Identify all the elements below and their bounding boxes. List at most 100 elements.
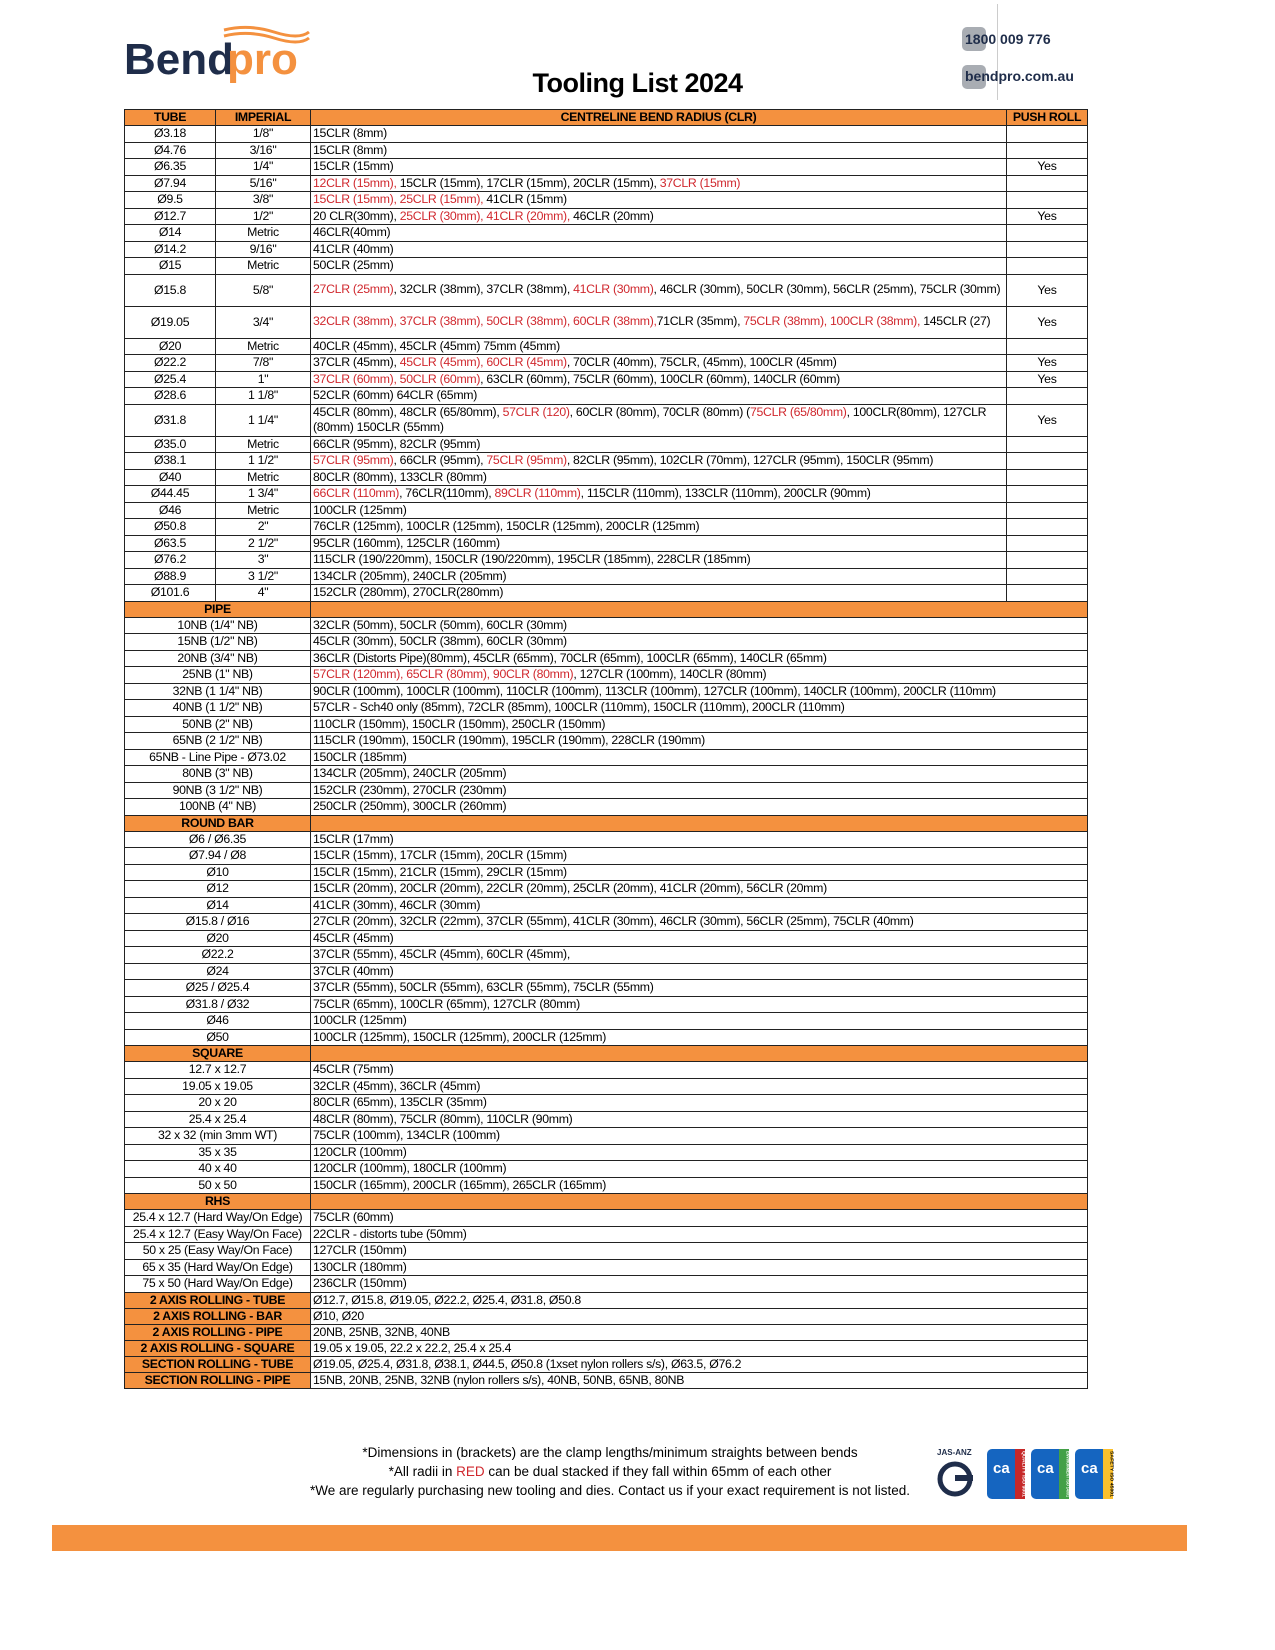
tooling-table: TUBE IMPERIAL CENTRELINE BEND RADIUS (CL… [124, 109, 1088, 1389]
radius-text-dual-stack: 89CLR (110mm) [494, 486, 581, 500]
header-imperial: IMPERIAL [215, 109, 311, 126]
clr-cell: 48CLR (80mm), 75CLR (80mm), 110CLR (90mm… [310, 1110, 1088, 1128]
table-row: 90NB (3 1/2" NB) 152CLR (230mm), 270CLR (… [124, 781, 1088, 799]
section-title: RHS [124, 1193, 311, 1210]
rolling-label: 2 AXIS ROLLING - TUBE [124, 1291, 311, 1309]
clr-cell: 250CLR (250mm), 300CLR (260mm) [310, 798, 1088, 816]
imperial-size: Metric [215, 435, 311, 453]
clr-cell: 45CLR (80mm), 48CLR (65/80mm), 57CLR (12… [310, 403, 1007, 437]
clr-cell: 120CLR (100mm), 180CLR (100mm) [310, 1160, 1088, 1178]
radius-text: 32CLR (50mm), 50CLR (50mm), 60CLR (30mm) [313, 617, 567, 632]
size: Ø50 [124, 1028, 311, 1046]
size: Ø14 [124, 896, 311, 914]
table-row: Ø24 37CLR (40mm) [124, 962, 1088, 980]
size: Ø6 / Ø6.35 [124, 830, 311, 848]
rolling-row: 2 AXIS ROLLING - TUBE Ø12.7, Ø15.8, Ø19.0… [124, 1291, 1088, 1309]
tube-size: Ø35.0 [124, 435, 216, 453]
certification-logos: JAS-ANZ ca QUALITY ISO 9001 ca ENVIRONME… [937, 1448, 1115, 1499]
size: 10NB (1/4" NB) [124, 616, 311, 634]
push-roll [1006, 191, 1088, 209]
clr-cell: 100CLR (125mm) [310, 1012, 1088, 1030]
table-row: Ø22.2 37CLR (55mm), 45CLR (45mm), 60CLR (… [124, 946, 1088, 964]
computer-icon [962, 65, 986, 89]
radius-text: , 100CLR(80mm), 127CLR (80mm) 150CLR (55… [313, 404, 987, 434]
radius-text: 120CLR (100mm) [313, 1144, 407, 1159]
radius-text: 75CLR (65mm), 100CLR (65mm), 127CLR (80m… [313, 996, 580, 1011]
clr-cell: 37CLR (60mm), 50CLR (60mm), 63CLR (60mm)… [310, 370, 1007, 388]
radius-text: 41CLR (40mm) [313, 241, 394, 256]
size: 35 x 35 [124, 1143, 311, 1161]
note-text: *All radii in [388, 1464, 457, 1479]
table-row: Ø12.7 1/2" 20 CLR(30mm), 25CLR (30mm), 41C… [124, 207, 1088, 225]
radius-text: 15CLR (20mm), 20CLR (20mm), 22CLR (20mm)… [313, 881, 827, 895]
table-row: 32 x 32 (min 3mm WT) 75CLR (100mm), 134CL… [124, 1127, 1088, 1145]
radius-text: 71CLR (35mm), [656, 314, 744, 329]
section-fill [310, 1045, 1088, 1062]
table-row: 25.4 x 12.7 (Hard Way/On Edge) 75CLR (60m… [124, 1209, 1088, 1227]
radius-text: 66CLR (95mm), 82CLR (95mm) [313, 436, 481, 451]
table-row: 80NB (3" NB) 134CLR (205mm), 240CLR (205m… [124, 765, 1088, 783]
push-roll [1006, 435, 1088, 453]
size: 15NB (1/2" NB) [124, 633, 311, 651]
rolling-label: SECTION ROLLING - PIPE [124, 1371, 311, 1389]
push-roll [1006, 125, 1088, 143]
environment-badge-label: ENVIRONMENT ISO 14001 [1066, 1451, 1071, 1497]
rolling-label: 2 AXIS ROLLING - SQUARE [124, 1339, 311, 1357]
safety-badge: ca SAFETY ISO 45001 [1075, 1449, 1115, 1499]
size: 100NB (4" NB) [124, 798, 311, 816]
clr-cell: 152CLR (280mm), 270CLR(280mm) [310, 584, 1007, 602]
rolling-label: SECTION ROLLING - TUBE [124, 1355, 311, 1373]
radius-text: 52CLR (60mm) 64CLR (65mm) [313, 388, 478, 402]
quality-badge-label: QUALITY ISO 9001 [1022, 1451, 1027, 1497]
clr-cell: 41CLR (40mm) [310, 240, 1007, 258]
rolling-row: 2 AXIS ROLLING - BAR Ø10, Ø20 [124, 1307, 1088, 1325]
tube-size: Ø40 [124, 468, 216, 486]
radius-text-dual-stack: 12CLR (15mm), [313, 175, 400, 190]
size: Ø24 [124, 962, 311, 980]
rolling-row: 2 AXIS ROLLING - PIPE 20NB, 25NB, 32NB, 4… [124, 1323, 1088, 1341]
push-roll [1006, 551, 1088, 569]
page-title: Tooling List 2024 [532, 68, 743, 98]
table-row: 50NB (2" NB) 110CLR (150mm), 150CLR (150m… [124, 715, 1088, 733]
table-row: Ø10 15CLR (15mm), 21CLR (15mm), 29CLR (15… [124, 863, 1088, 881]
radius-text: 90CLR (100mm), 100CLR (100mm), 110CLR (1… [313, 683, 996, 698]
radius-text: 37CLR (40mm) [313, 963, 394, 978]
radius-text: 76CLR (125mm), 100CLR (125mm), 150CLR (1… [313, 519, 700, 533]
svg-text:pro: pro [227, 35, 298, 84]
clr-cell: 75CLR (100mm), 134CLR (100mm) [310, 1127, 1088, 1145]
radius-text-dual-stack: 75CLR (38mm), 100CLR (38mm), [743, 314, 921, 329]
rolling-row: SECTION ROLLING - PIPE 15NB, 20NB, 25NB, … [124, 1371, 1088, 1389]
table-row: Ø40 Metric 80CLR (80mm), 133CLR (80mm) [124, 468, 1088, 486]
radius-text: 48CLR (80mm), 75CLR (80mm), 110CLR (90mm… [313, 1111, 573, 1126]
website[interactable]: bendpro.com.au [965, 68, 1074, 84]
table-row: 40NB (1 1/2" NB) 57CLR - Sch40 only (85mm… [124, 699, 1088, 717]
radius-text: 15CLR (15mm), 21CLR (15mm), 29CLR (15mm) [313, 864, 567, 879]
table-row: Ø50.8 2" 76CLR (125mm), 100CLR (125mm), 15… [124, 518, 1088, 536]
table-row: 65NB (2 1/2" NB) 115CLR (190mm), 150CLR (… [124, 732, 1088, 750]
radius-text: 27CLR (20mm), 32CLR (22mm), 37CLR (55mm)… [313, 914, 914, 928]
table-row: Ø7.94 5/16" 12CLR (15mm), 15CLR (15mm), 17… [124, 174, 1088, 192]
clr-cell: 115CLR (190mm), 150CLR (190mm), 195CLR (… [310, 732, 1088, 750]
size: 65NB - Line Pipe - Ø73.02 [124, 748, 311, 766]
radius-text: 80CLR (80mm), 133CLR (80mm) [313, 469, 487, 484]
rolling-value: 20NB, 25NB, 32NB, 40NB [310, 1323, 1088, 1341]
radius-text: 45CLR (80mm), 48CLR (65/80mm), [313, 404, 503, 419]
imperial-size: 7/8" [215, 354, 311, 372]
table-row: Ø15 Metric 50CLR (25mm) [124, 257, 1088, 275]
clr-cell: 12CLR (15mm), 15CLR (15mm), 17CLR (15mm)… [310, 174, 1007, 192]
table-row: Ø25 / Ø25.4 37CLR (55mm), 50CLR (55mm), 6… [124, 979, 1088, 997]
size: 50 x 50 [124, 1176, 311, 1194]
push-roll [1006, 257, 1088, 275]
clr-cell: 52CLR (60mm) 64CLR (65mm) [310, 387, 1007, 405]
table-row: Ø31.8 1 1/4" 45CLR (80mm), 48CLR (65/80mm)… [124, 403, 1088, 437]
table-row: 100NB (4" NB) 250CLR (250mm), 300CLR (260… [124, 798, 1088, 816]
section-header: PIPE [124, 600, 1088, 618]
imperial-size: 1 1/2" [215, 452, 311, 470]
clr-cell: 15CLR (8mm) [310, 141, 1007, 159]
clr-cell: 120CLR (100mm) [310, 1143, 1088, 1161]
clr-cell: 15CLR (17mm) [310, 830, 1088, 848]
table-row: Ø22.2 7/8" 37CLR (45mm), 45CLR (45mm), 60C… [124, 354, 1088, 372]
rolling-value: Ø12.7, Ø15.8, Ø19.05, Ø22.2, Ø25.4, Ø31.… [310, 1291, 1088, 1309]
push-roll: Yes [1006, 273, 1088, 307]
radius-text: 110CLR (150mm), 150CLR (150mm), 250CLR (… [313, 716, 606, 731]
